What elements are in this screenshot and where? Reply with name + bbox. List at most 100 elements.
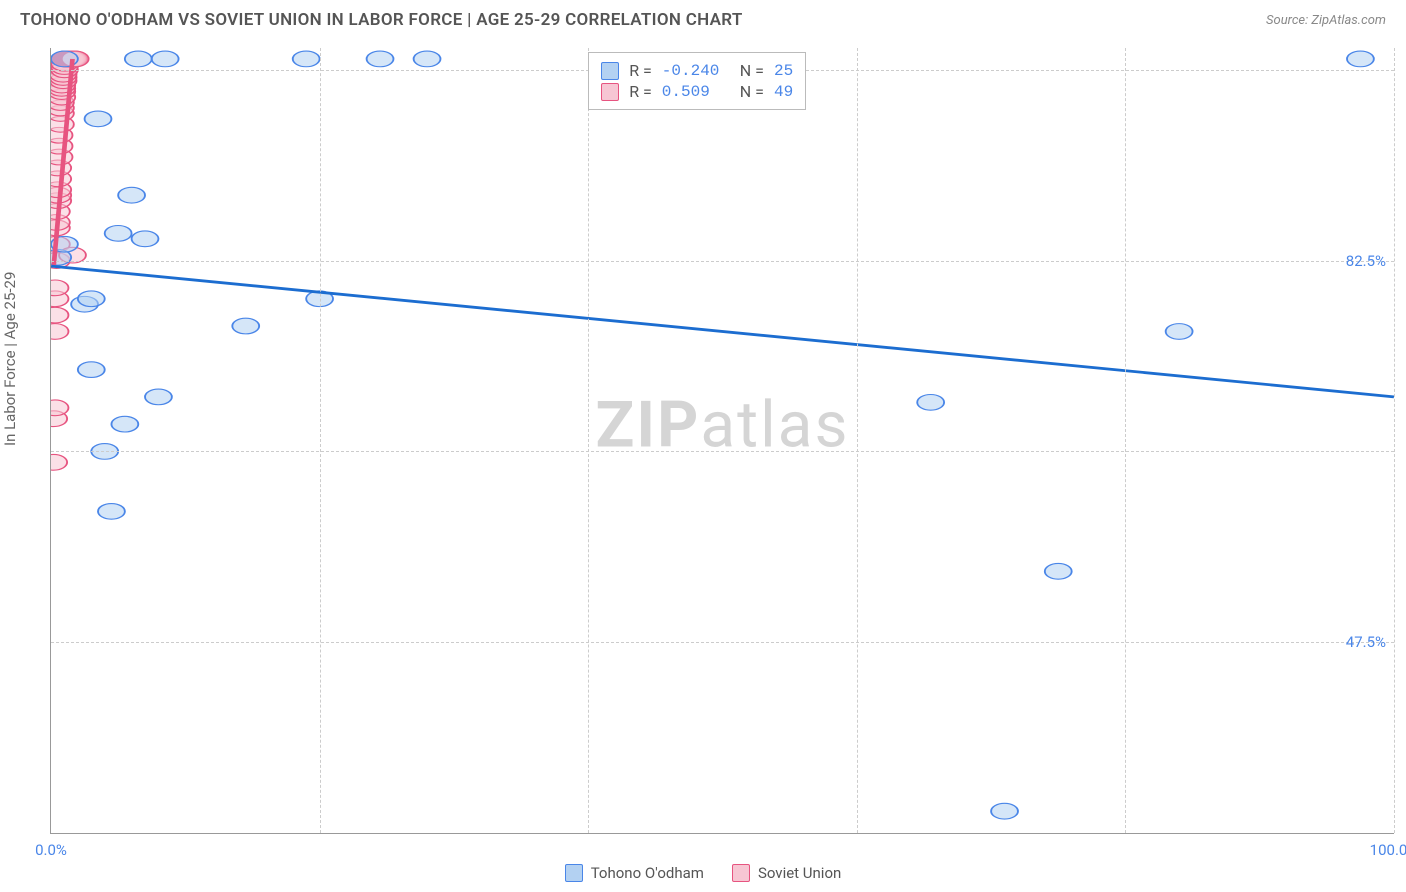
legend-item: Soviet Union: [732, 864, 841, 882]
scatter-point: [51, 307, 68, 323]
legend-label: Tohono O'odham: [591, 864, 704, 882]
scatter-point: [51, 59, 78, 75]
scatter-point: [152, 51, 179, 67]
scatter-point: [54, 51, 81, 67]
scatter-point: [1347, 51, 1374, 67]
scatter-point: [51, 66, 77, 82]
scatter-layer: [51, 48, 1394, 833]
scatter-point: [51, 187, 71, 203]
chart-container: TOHONO O'ODHAM VS SOVIET UNION IN LABOR …: [0, 0, 1406, 892]
scatter-point: [60, 51, 87, 67]
scatter-point: [293, 51, 320, 67]
scatter-point: [51, 73, 77, 89]
scatter-point: [118, 187, 145, 203]
stats-box: R =-0.240N =25R = 0.509N =49: [588, 52, 806, 110]
scatter-point: [51, 77, 75, 93]
scatter-point: [62, 51, 89, 67]
stats-n-label: N =: [740, 61, 764, 80]
scatter-point: [51, 324, 68, 340]
stats-n-label: N =: [740, 82, 764, 101]
legend-swatch: [601, 62, 619, 80]
legend-item: Tohono O'odham: [565, 864, 704, 882]
trend-line: [51, 266, 1394, 397]
hgridline: [51, 261, 1394, 262]
source-label: Source: ZipAtlas.com: [1266, 13, 1386, 28]
scatter-point: [414, 51, 441, 67]
scatter-point: [1045, 563, 1072, 579]
scatter-point: [232, 318, 259, 334]
scatter-point: [56, 51, 83, 67]
chart-title: TOHONO O'ODHAM VS SOVIET UNION IN LABOR …: [20, 10, 743, 30]
scatter-point: [51, 51, 78, 67]
scatter-point: [51, 171, 71, 187]
scatter-point: [51, 127, 72, 143]
scatter-point: [367, 51, 394, 67]
vgridline: [320, 48, 321, 833]
scatter-point: [51, 138, 72, 154]
stats-r-label: R =: [629, 61, 652, 80]
scatter-point: [52, 51, 79, 67]
scatter-point: [51, 400, 68, 416]
scatter-point: [51, 220, 70, 236]
scatter-point: [51, 160, 71, 176]
scatter-point: [59, 51, 86, 67]
stats-row: R = 0.509N =49: [601, 82, 793, 101]
trend-line: [54, 59, 73, 266]
scatter-point: [55, 51, 82, 67]
scatter-point: [51, 236, 78, 252]
scatter-point: [51, 70, 77, 86]
scatter-point: [55, 51, 82, 67]
hgridline: [51, 642, 1394, 643]
scatter-point: [51, 84, 75, 100]
scatter-point: [105, 225, 132, 241]
hgridline: [51, 451, 1394, 452]
stats-row: R = -0.240 N = 25: [601, 61, 793, 80]
scatter-point: [51, 215, 70, 231]
stats-r-value: -0.240: [662, 62, 730, 80]
scatter-point: [111, 416, 138, 432]
vgridline: [1125, 48, 1126, 833]
stats-r-value: 0.509: [662, 83, 730, 101]
scatter-point: [51, 89, 75, 105]
y-axis-title: In Labor Force | Age 25-29: [1, 272, 19, 446]
scatter-point: [51, 182, 71, 198]
chart-area: ZIPatlas 47.5%82.5%0.0%100.0%R =-0.240N …: [50, 48, 1394, 834]
legend-swatch: [565, 864, 583, 882]
scatter-point: [51, 249, 71, 265]
scatter-point: [51, 95, 74, 111]
scatter-point: [51, 193, 71, 209]
scatter-point: [51, 454, 67, 470]
scatter-point: [991, 803, 1018, 819]
scatter-point: [145, 389, 172, 405]
scatter-point: [51, 106, 74, 122]
scatter-point: [1166, 324, 1193, 340]
stats-r-label: R =: [629, 82, 652, 101]
scatter-point: [51, 236, 70, 252]
scatter-point: [51, 55, 78, 71]
vgridline: [1394, 48, 1395, 833]
scatter-point: [56, 51, 83, 67]
scatter-point: [78, 291, 105, 307]
bottom-legend: Tohono O'odham Soviet Union: [0, 864, 1406, 882]
stats-n-value: 25: [774, 62, 793, 80]
scatter-point: [51, 411, 67, 427]
scatter-point: [132, 231, 159, 247]
scatter-point: [917, 394, 944, 410]
header: TOHONO O'ODHAM VS SOVIET UNION IN LABOR …: [0, 0, 1406, 38]
scatter-point: [52, 51, 79, 67]
x-tick-label: 0.0%: [35, 841, 67, 859]
vgridline: [857, 48, 858, 833]
scatter-point: [51, 204, 70, 220]
scatter-point: [51, 149, 72, 165]
scatter-point: [125, 51, 152, 67]
scatter-point: [78, 362, 105, 378]
y-tick-label: 82.5%: [1346, 252, 1386, 270]
legend-swatch: [601, 83, 619, 101]
legend-label: Soviet Union: [758, 864, 841, 882]
y-tick-label: 47.5%: [1346, 633, 1386, 651]
legend-swatch: [732, 864, 750, 882]
scatter-point: [51, 280, 68, 296]
scatter-point: [51, 116, 74, 132]
scatter-point: [51, 100, 74, 116]
x-tick-label: 100.0%: [1370, 841, 1406, 859]
